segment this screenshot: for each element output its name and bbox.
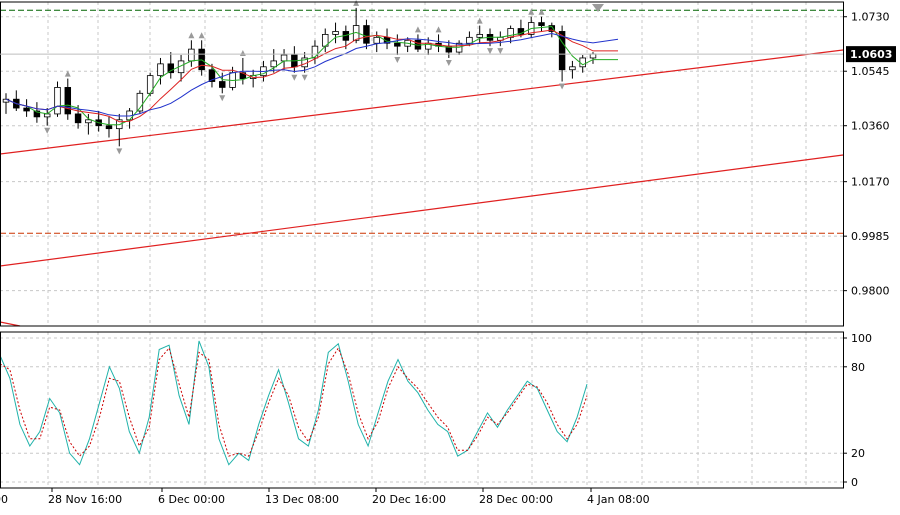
candle-body: [466, 36, 473, 44]
stochastic-tick-label: 0: [851, 476, 858, 489]
price-tick-label: 0.9800: [851, 285, 890, 298]
candle-body: [548, 25, 556, 32]
candle-body: [208, 69, 216, 82]
stochastic-panel-border: [0, 331, 844, 489]
price-tick-label: 1.0170: [851, 176, 890, 189]
current-price-tag: 1.0603: [0, 46, 896, 63]
candle-body: [188, 48, 195, 62]
fractal-down-marker: [497, 48, 504, 55]
candle-body: [33, 110, 41, 118]
channel-line-upper: [0, 49, 844, 155]
channel-lines: [0, 49, 844, 327]
candle-body: [579, 57, 586, 68]
price-panel-border: [0, 1, 844, 327]
time-tick-label: 4 Jan 08:00: [587, 493, 650, 506]
time-tick-label: 28 Dec 00:00: [479, 493, 553, 506]
candle-body: [332, 31, 339, 35]
time-tick-label: 13 Dec 08:00: [265, 493, 339, 506]
fractal-up-marker: [239, 49, 246, 56]
candle-body: [167, 63, 175, 74]
fractal-up-marker: [435, 26, 442, 33]
horizontal-levels: [0, 9, 843, 234]
fractal-down-marker: [487, 48, 494, 55]
candle-body: [85, 119, 92, 124]
candle-body: [363, 25, 370, 44]
fractal-up-marker: [414, 26, 421, 33]
fractal-up-marker: [64, 70, 71, 77]
fractal-down-marker: [219, 95, 226, 102]
candle-body: [157, 63, 164, 77]
time-tick-label: 28 Nov 16:00: [48, 493, 122, 506]
fractal-edge-marker: [592, 4, 604, 12]
stochastic-axis: 100 80 20 0: [843, 332, 872, 489]
fractal-markers: [44, 0, 604, 155]
time-axis: 00 28 Nov 16:00 6 Dec 00:00 13 Dec 08:00 20 …: [0, 488, 650, 506]
time-tick-label: 20 Dec 16:00: [372, 493, 446, 506]
candle-body: [105, 125, 113, 130]
channel-line-lower: [0, 154, 844, 267]
fractal-up-marker: [188, 32, 195, 39]
candle-body: [476, 34, 483, 38]
stochastic-main-line: [0, 340, 588, 466]
candle-body: [589, 53, 597, 59]
candle-body: [311, 45, 319, 59]
candle-body: [219, 81, 226, 88]
price-tick-label: 1.0545: [851, 65, 890, 78]
ma-fast-green: [5, 25, 618, 126]
stochastic-lines: [0, 340, 588, 466]
fractal-up-marker: [353, 0, 360, 6]
fractal-up-marker: [198, 32, 205, 39]
price-tick-label: 1.0730: [851, 11, 890, 24]
candle-body: [270, 60, 277, 68]
candle-body: [74, 113, 82, 124]
current-price-label: 1.0603: [850, 48, 892, 61]
fractal-down-marker: [559, 83, 566, 90]
price-tick-label: 1.0360: [851, 120, 890, 133]
fractal-down-marker: [116, 148, 123, 155]
price-tick-label: 0.9985: [851, 230, 890, 243]
candle-body: [23, 107, 30, 112]
fractal-down-marker: [44, 127, 51, 134]
candle-body: [280, 54, 288, 62]
candlesticks: [2, 7, 597, 147]
ma-slow-blue: [5, 32, 619, 117]
candle-body: [136, 92, 144, 112]
current-price-box: [846, 46, 896, 63]
ma-mid-red: [5, 29, 618, 123]
chart-frame: [0, 1, 844, 489]
time-tick-label: 00: [0, 493, 8, 506]
candle-body: [538, 22, 545, 26]
stochastic-tick-label: 100: [851, 332, 872, 345]
moving-averages: [5, 25, 619, 126]
candle-body: [373, 36, 380, 44]
grid-lines: [0, 2, 843, 488]
channel-line-stub: [0, 321, 21, 327]
fractal-down-marker: [301, 74, 308, 81]
candle-body: [569, 66, 576, 71]
fractal-up-marker: [476, 17, 483, 24]
stochastic-tick-label: 80: [851, 361, 865, 374]
fractal-down-marker: [291, 74, 298, 81]
fractal-down-marker: [394, 57, 401, 64]
candle-body: [517, 28, 525, 35]
fractal-up-marker: [528, 8, 535, 15]
candle-body: [558, 31, 566, 71]
candle-body: [394, 42, 401, 47]
candle-body: [64, 87, 72, 115]
candle-body: [54, 87, 61, 115]
time-tick-label: 6 Dec 00:00: [158, 493, 225, 506]
stochastic-tick-label: 20: [851, 447, 865, 460]
stochastic-signal-line: [0, 346, 588, 457]
fractal-up-marker: [538, 8, 545, 15]
price-axis: 1.0730 1.0545 1.0360 1.0170 0.9985 0.9800: [843, 11, 890, 298]
fractal-down-marker: [445, 59, 452, 66]
